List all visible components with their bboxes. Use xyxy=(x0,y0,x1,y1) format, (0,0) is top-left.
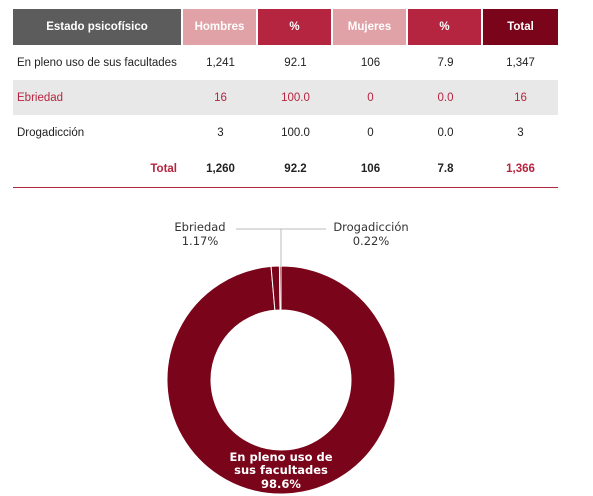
slice-pct-ebriedad: 1.17% xyxy=(182,234,219,248)
slice-label-facultades-line2: sus facultades xyxy=(234,463,328,477)
total-pct-hombres: 92.2 xyxy=(258,150,333,188)
total-mujeres: 106 xyxy=(333,150,408,188)
leader-line-ebriedad xyxy=(236,228,282,266)
table-header-row: Estado psicofísico Hombres % Mujeres % T… xyxy=(13,9,558,45)
slice-label-facultades-line1: En pleno uso de xyxy=(229,450,332,464)
donut-slice-drogadiccion xyxy=(278,265,282,311)
donut-slices xyxy=(166,265,396,495)
cell-total: 1,347 xyxy=(483,45,558,80)
cell-hombres: 16 xyxy=(183,80,258,115)
cell-pct-hombres: 100.0 xyxy=(258,80,333,115)
cell-pct-mujeres: 7.9 xyxy=(408,45,483,80)
table-total-row: Total 1,260 92.2 106 7.8 1,366 xyxy=(13,150,558,188)
cell-hombres: 3 xyxy=(183,115,258,150)
slice-label-drogadiccion: Drogadicción xyxy=(333,220,408,234)
table-row: Drogadicción 3 100.0 0 0.0 3 xyxy=(13,115,558,150)
header-estado: Estado psicofísico xyxy=(13,9,183,45)
cell-mujeres: 0 xyxy=(333,115,408,150)
cell-mujeres: 106 xyxy=(333,45,408,80)
cell-pct-hombres: 92.1 xyxy=(258,45,333,80)
table-row: Ebriedad 16 100.0 0 0.0 16 xyxy=(13,80,558,115)
total-pct-mujeres: 7.8 xyxy=(408,150,483,188)
row-label: Ebriedad xyxy=(13,80,183,115)
donut-slice-facultades xyxy=(166,265,396,495)
total-hombres: 1,260 xyxy=(183,150,258,188)
header-total: Total xyxy=(483,9,558,45)
header-hombres: Hombres xyxy=(183,9,258,45)
cell-pct-hombres: 100.0 xyxy=(258,115,333,150)
total-label: Total xyxy=(13,150,183,188)
header-pct-mujeres: % xyxy=(408,9,483,45)
cell-pct-mujeres: 0.0 xyxy=(408,80,483,115)
total-total: 1,366 xyxy=(483,150,558,188)
row-label: En pleno uso de sus facultades xyxy=(13,45,183,80)
cell-mujeres: 0 xyxy=(333,80,408,115)
cell-total: 16 xyxy=(483,80,558,115)
table-row: En pleno uso de sus facultades 1,241 92.… xyxy=(13,45,558,80)
slice-label-ebriedad: Ebriedad xyxy=(174,220,225,234)
slice-pct-facultades: 98.6% xyxy=(261,477,301,491)
leader-lines xyxy=(236,228,326,266)
row-label: Drogadicción xyxy=(13,115,183,150)
psychophysical-state-table: Estado psicofísico Hombres % Mujeres % T… xyxy=(13,9,558,188)
cell-hombres: 1,241 xyxy=(183,45,258,80)
cell-total: 3 xyxy=(483,115,558,150)
cell-pct-mujeres: 0.0 xyxy=(408,115,483,150)
header-mujeres: Mujeres xyxy=(333,9,408,45)
header-pct-hombres: % xyxy=(258,9,333,45)
slice-pct-drogadiccion: 0.22% xyxy=(353,234,390,248)
